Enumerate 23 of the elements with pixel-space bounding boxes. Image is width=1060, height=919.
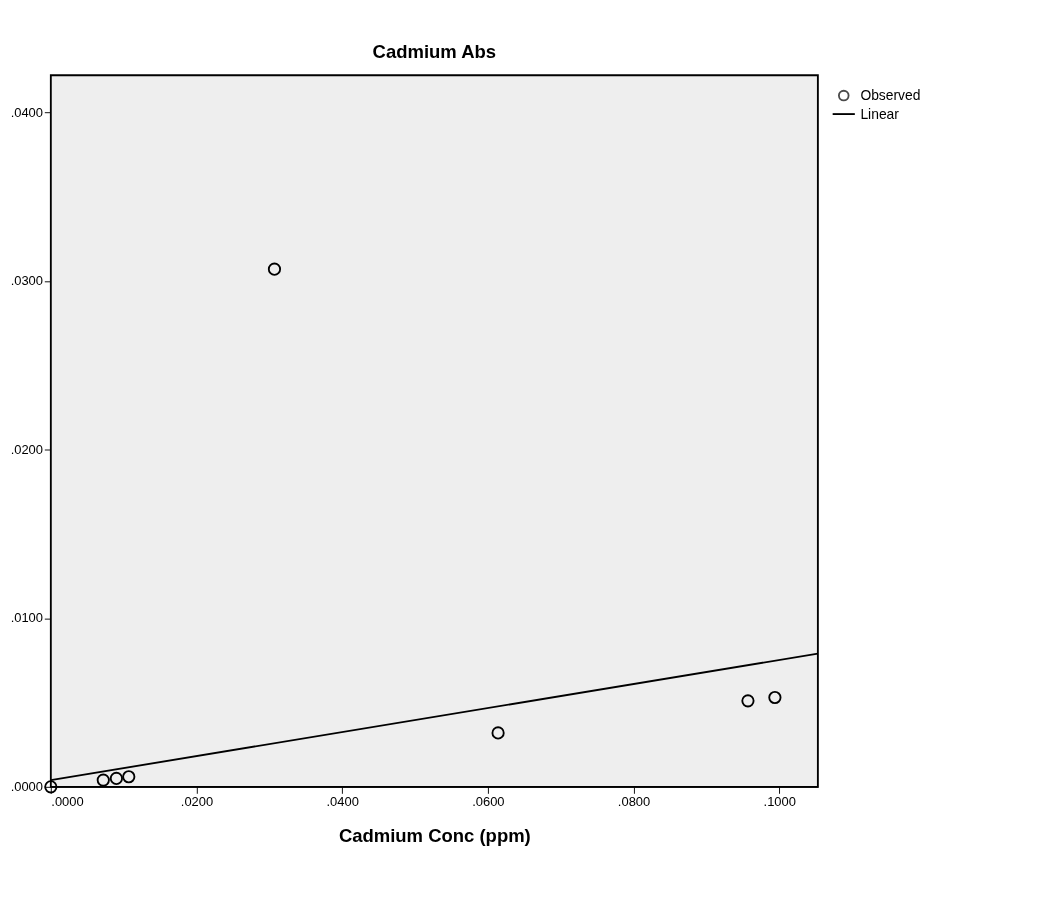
point bbox=[491, 726, 505, 740]
y-tick-label: .0400 bbox=[10, 104, 43, 120]
x-tick-label: .0000 bbox=[51, 793, 84, 809]
point bbox=[96, 773, 110, 787]
point bbox=[267, 262, 282, 276]
point bbox=[741, 694, 755, 708]
x-axis-title: Cadmium Conc (ppm) bbox=[338, 824, 531, 846]
point bbox=[122, 770, 136, 784]
x-tick-label: .0400 bbox=[326, 793, 359, 809]
x-tick-label: .0800 bbox=[617, 793, 651, 809]
y-tick-label: .0300 bbox=[10, 273, 43, 289]
legend-label: Observed bbox=[860, 87, 921, 104]
point bbox=[109, 771, 123, 786]
x-tick-label: .0600 bbox=[472, 793, 505, 809]
y-tick-label: .0200 bbox=[10, 441, 43, 457]
point bbox=[44, 780, 58, 794]
point bbox=[768, 690, 782, 705]
y-tick-label: .0000 bbox=[10, 779, 43, 795]
y-tick-label: .0100 bbox=[10, 610, 43, 626]
chart-title: Cadmium Abs bbox=[372, 40, 497, 62]
legend-label: Linear bbox=[860, 105, 900, 122]
x-tick-label: .0200 bbox=[180, 793, 214, 809]
x-tick-label: .1000 bbox=[763, 793, 796, 809]
